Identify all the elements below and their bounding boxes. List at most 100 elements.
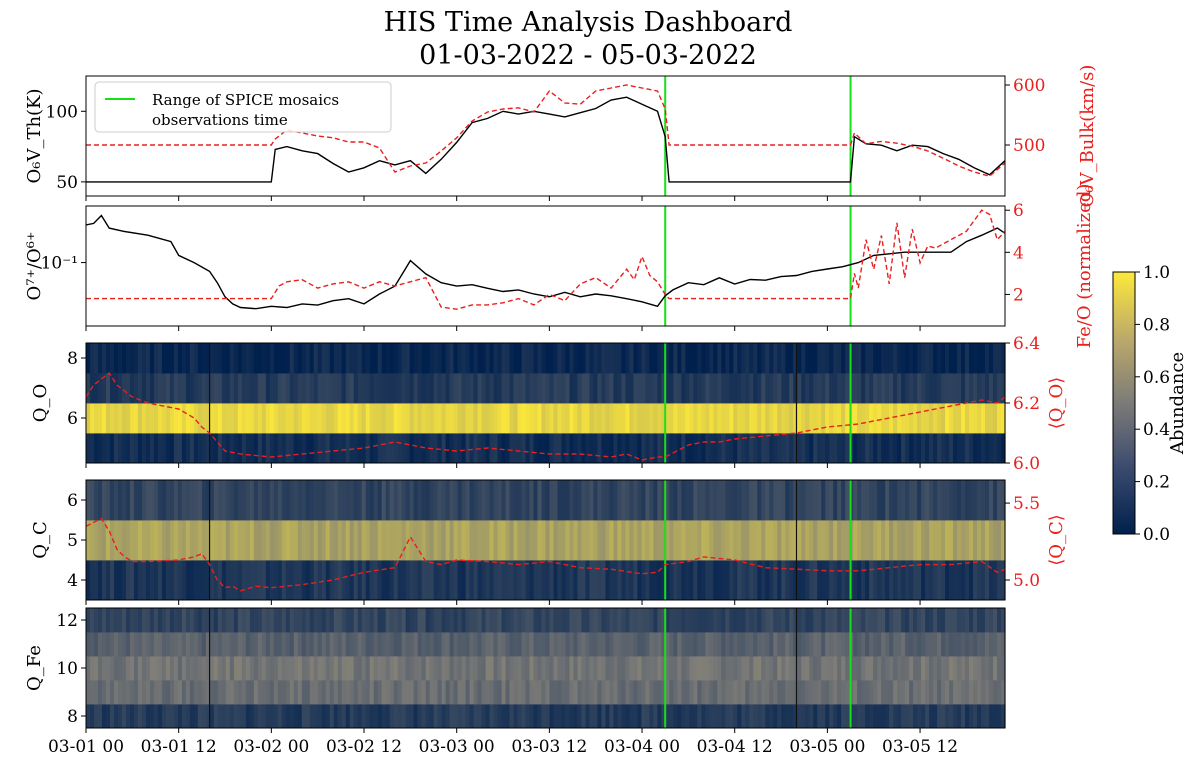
qfe-heatmap-cell <box>889 632 894 657</box>
p3-ylabel: Q_O <box>30 384 51 423</box>
qc-heatmap-cell <box>185 520 191 561</box>
qfe-heatmap-cell <box>373 704 379 729</box>
qc-heatmap-cell <box>357 520 363 561</box>
qo-heatmap-cell <box>209 403 215 434</box>
qfe-heatmap-cell <box>661 680 666 705</box>
qfe-heatmap-cell <box>117 632 123 657</box>
qo-heatmap-cell <box>101 433 107 464</box>
qfe-heatmap-cell <box>245 680 251 705</box>
qfe-heatmap-cell <box>801 680 806 705</box>
qfe-heatmap-cell <box>433 704 439 729</box>
qfe-heatmap-cell <box>197 632 203 657</box>
qfe-heatmap-cell <box>149 656 155 681</box>
qfe-heatmap-cell <box>409 608 415 633</box>
qc-heatmap-cell <box>321 560 327 601</box>
qo-heatmap-cell <box>797 343 802 374</box>
qc-heatmap-cell <box>141 560 147 601</box>
qo-heatmap-cell <box>173 433 179 464</box>
qfe-heatmap-cell <box>405 680 411 705</box>
qc-heatmap-cell <box>177 480 183 521</box>
qfe-heatmap-cell <box>797 656 802 681</box>
qfe-heatmap-cell <box>521 608 527 633</box>
qo-heatmap-cell <box>765 403 770 434</box>
qfe-heatmap-cell <box>465 632 471 657</box>
qfe-heatmap-cell <box>413 656 419 681</box>
qc-heatmap-cell <box>173 480 179 521</box>
qc-heatmap-cell <box>961 560 966 601</box>
qfe-heatmap-cell <box>229 632 235 657</box>
qo-heatmap-cell <box>769 433 774 464</box>
qo-heatmap-cell <box>533 343 539 374</box>
qfe-heatmap-cell <box>941 632 946 657</box>
qfe-heatmap-cell <box>653 632 658 657</box>
qfe-heatmap-cell <box>485 656 491 681</box>
qo-heatmap-cell <box>341 403 347 434</box>
qfe-heatmap-cell <box>941 704 946 729</box>
qo-heatmap-cell <box>797 433 802 464</box>
qo-heatmap-cell <box>985 403 990 434</box>
qfe-heatmap-cell <box>781 680 786 705</box>
qc-heatmap-cell <box>949 520 954 561</box>
qc-heatmap-cell <box>477 520 483 561</box>
qfe-heatmap-cell <box>685 656 690 681</box>
qc-heatmap-cell <box>561 480 567 521</box>
qfe-heatmap-cell <box>973 632 978 657</box>
qc-heatmap-cell <box>729 560 734 601</box>
qo-heatmap-cell <box>545 343 551 374</box>
p4-ylabel-right: ⟨Q_C⟩ <box>1046 514 1067 566</box>
qfe-heatmap-cell <box>333 704 339 729</box>
qfe-heatmap-cell <box>357 632 363 657</box>
qc-heatmap-cell <box>741 560 746 601</box>
qfe-heatmap-cell <box>201 632 207 657</box>
qo-heatmap-cell <box>609 373 615 404</box>
qo-heatmap-cell <box>805 373 810 404</box>
qc-heatmap-cell <box>973 520 978 561</box>
qc-heatmap-cell <box>869 560 874 601</box>
qo-heatmap-cell <box>901 343 906 374</box>
qfe-heatmap-cell <box>697 608 702 633</box>
qc-heatmap-cell <box>521 520 527 561</box>
qfe-heatmap-cell <box>749 632 754 657</box>
qo-heatmap-cell <box>361 433 367 464</box>
qfe-heatmap-cell <box>733 704 738 729</box>
qfe-heatmap-cell <box>377 608 383 633</box>
qfe-heatmap-cell <box>173 704 179 729</box>
qfe-heatmap-cell <box>225 608 231 633</box>
qfe-heatmap-cell <box>141 656 147 681</box>
qc-heatmap-cell <box>273 560 279 601</box>
qc-heatmap-cell <box>181 520 187 561</box>
qc-heatmap-cell <box>981 520 986 561</box>
qfe-heatmap-cell <box>225 656 231 681</box>
qo-heatmap-cell <box>157 433 163 464</box>
qfe-heatmap-cell <box>981 704 986 729</box>
qo-heatmap-cell <box>705 343 710 374</box>
qc-heatmap-cell <box>629 520 635 561</box>
qc-heatmap-cell <box>937 480 942 521</box>
qo-heatmap-cell <box>933 373 938 404</box>
qc-heatmap-cell <box>537 560 543 601</box>
qfe-heatmap-cell <box>897 656 902 681</box>
qc-heatmap-cell <box>825 520 830 561</box>
qfe-heatmap-cell <box>841 632 846 657</box>
qo-heatmap-cell <box>877 373 882 404</box>
qfe-heatmap-cell <box>605 704 611 729</box>
qo-heatmap-cell <box>533 433 539 464</box>
qc-heatmap-cell <box>185 480 191 521</box>
qc-heatmap-cell <box>213 480 219 521</box>
qo-heatmap-cell <box>997 343 1002 374</box>
qfe-heatmap-cell <box>637 608 642 633</box>
qo-heatmap-cell <box>833 373 838 404</box>
qc-heatmap-cell <box>445 480 451 521</box>
qfe-heatmap-cell <box>153 632 159 657</box>
qfe-heatmap-cell <box>269 704 275 729</box>
qfe-heatmap-cell <box>569 608 575 633</box>
p2-ytick-right-label-2: 6 <box>1013 201 1024 221</box>
qfe-heatmap-cell <box>333 656 339 681</box>
qo-heatmap-cell <box>661 403 666 434</box>
qfe-heatmap-cell <box>329 608 335 633</box>
qo-heatmap-cell <box>773 433 778 464</box>
qfe-heatmap-cell <box>293 632 299 657</box>
qfe-heatmap-cell <box>93 680 99 705</box>
qfe-heatmap-cell <box>353 656 359 681</box>
qo-heatmap-cell <box>689 343 694 374</box>
